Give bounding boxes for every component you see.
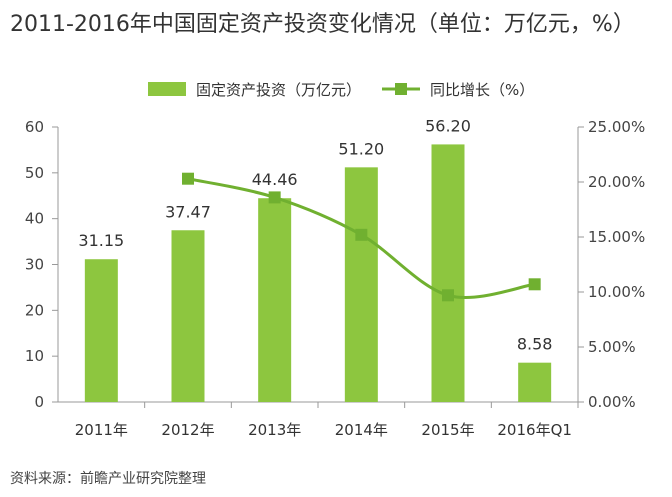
bar-value-label: 44.46 [252,170,298,189]
y-left-tick-label: 30 [25,256,44,274]
x-tick-label: 2013年 [248,421,301,439]
y-right-tick-label: 0.00% [588,393,636,411]
data-labels: 31.15 37.47 44.46 51.20 56.20 8.58 [78,116,552,353]
x-tick-label: 2016年Q1 [497,421,572,439]
bar-value-label: 8.58 [517,335,553,354]
bars [84,144,552,402]
y-left-tick-label: 0 [34,393,44,411]
bar [258,198,292,402]
y-left-tick-label: 40 [25,210,44,228]
legend-line-label: 同比增长（%） [430,81,534,99]
source-note: 资料来源：前瞻产业研究院整理 [10,471,206,487]
growth-point-marker [442,289,454,302]
bar-value-label: 56.20 [425,116,471,135]
chart-title: 2011-2016年中国固定资产投资变化情况（单位：万亿元，%） [10,12,635,37]
y-left-tick-label: 20 [25,301,44,319]
y-right-tick-label: 20.00% [588,173,645,191]
y-left-tick-label: 50 [25,164,44,182]
y-right-tick-label: 5.00% [588,338,636,356]
growth-point-marker [355,228,368,241]
y-right-tick-label: 25.00% [588,118,645,136]
bar-value-label: 51.20 [338,139,384,158]
bar [84,259,118,402]
growth-line [182,172,541,302]
bar-value-label: 31.15 [78,231,124,250]
y-left-tick-label: 60 [25,118,44,136]
bar [171,230,205,402]
y-left-tick-label: 10 [25,347,44,365]
y-right-tick-label: 10.00% [588,283,645,301]
x-tick-label: 2014年 [335,421,388,439]
x-tick-label: 2015年 [421,421,474,439]
legend-line-marker [395,83,407,95]
growth-point-marker [528,278,541,291]
bar-value-label: 37.47 [165,202,211,221]
growth-point-marker [268,191,281,204]
legend-bar-swatch [148,82,186,96]
legend-bar-label: 固定资产投资（万亿元） [196,81,361,99]
y-right-tick-label: 15.00% [588,228,645,246]
bar [344,167,378,402]
bar [431,144,465,402]
x-tick-label: 2012年 [161,421,214,439]
growth-point-marker [182,172,194,185]
bar [518,362,552,402]
legend: 固定资产投资（万亿元） 同比增长（%） [148,81,534,99]
x-tick-label: 2011年 [75,421,128,439]
axes: 0 10 20 30 40 50 60 0.00% 5.00% 10.00% 15.00% 20.00… [25,118,645,439]
